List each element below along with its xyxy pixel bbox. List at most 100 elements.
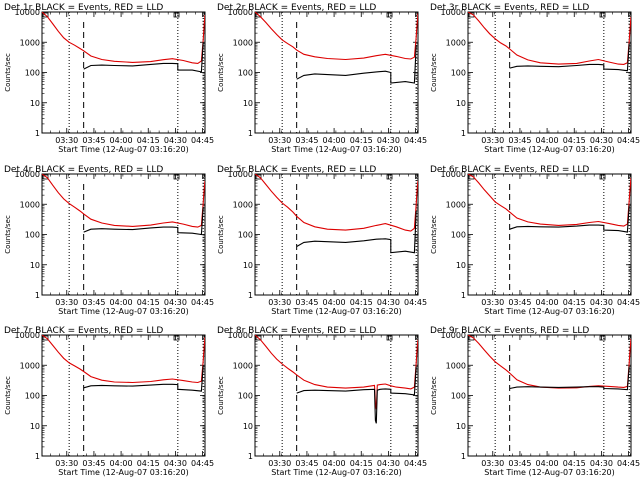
x-tick-label: 04:00 bbox=[323, 136, 346, 145]
y-tick-label: 1 bbox=[248, 291, 253, 300]
y-tick-label: 100 bbox=[238, 392, 253, 401]
y-tick-label: 100 bbox=[451, 69, 466, 78]
x-tick-label: 03:45 bbox=[82, 136, 105, 145]
marker-box-right bbox=[599, 12, 606, 18]
x-tick-label: 03:30 bbox=[55, 298, 78, 307]
y-tick-label: 10 bbox=[30, 422, 40, 431]
y-tick-label: 10 bbox=[30, 99, 40, 108]
x-tick-label: 04:00 bbox=[536, 136, 559, 145]
x-tick-label: 03:45 bbox=[508, 459, 531, 468]
panel-title: Det 9r BLACK = Events, RED = LLD bbox=[430, 326, 589, 336]
y-tick-label: 100 bbox=[238, 231, 253, 240]
events-series-line bbox=[296, 366, 417, 424]
x-tick-label: 04:45 bbox=[617, 459, 640, 468]
x-axis-title: Start Time (12-Aug-07 03:16:20) bbox=[271, 468, 402, 477]
x-axis-title: Start Time (12-Aug-07 03:16:20) bbox=[58, 307, 189, 316]
x-tick-label: 04:15 bbox=[137, 298, 160, 307]
y-axis-title: Counts/sec bbox=[4, 376, 12, 415]
x-tick-label: 04:15 bbox=[563, 298, 586, 307]
y-tick-label: 10000 bbox=[15, 8, 40, 17]
y-axis-title: Counts/sec bbox=[430, 53, 438, 92]
plot-frame bbox=[467, 334, 632, 457]
lld-series-line bbox=[255, 335, 418, 410]
events-series-line bbox=[83, 365, 204, 392]
plot-frame bbox=[41, 11, 206, 134]
panel-title: Det 5r BLACK = Events, RED = LLD bbox=[217, 165, 376, 175]
x-tick-label: 03:30 bbox=[481, 459, 504, 468]
x-tick-label: 04:00 bbox=[536, 298, 559, 307]
x-axis-title: Start Time (12-Aug-07 03:16:20) bbox=[58, 145, 189, 154]
x-tick-label: 04:45 bbox=[191, 459, 214, 468]
x-tick-label: 04:00 bbox=[110, 459, 133, 468]
x-tick-label: 04:00 bbox=[323, 459, 346, 468]
x-tick-label: 04:30 bbox=[590, 136, 613, 145]
x-axis-title: Start Time (12-Aug-07 03:16:20) bbox=[271, 307, 402, 316]
y-tick-label: 1000 bbox=[233, 200, 253, 209]
events-series-line bbox=[509, 43, 630, 72]
x-tick-label: 04:15 bbox=[563, 459, 586, 468]
x-tick-label: 03:45 bbox=[508, 298, 531, 307]
x-axis-title: Start Time (12-Aug-07 03:16:20) bbox=[58, 468, 189, 477]
x-axis-title: Start Time (12-Aug-07 03:16:20) bbox=[484, 145, 615, 154]
panel-title: Det 3r BLACK = Events, RED = LLD bbox=[430, 3, 589, 13]
x-tick-label: 04:00 bbox=[536, 459, 559, 468]
x-tick-label: 04:15 bbox=[137, 136, 160, 145]
x-tick-label: 03:30 bbox=[268, 136, 291, 145]
lld-series-line bbox=[42, 335, 205, 384]
y-tick-label: 1000 bbox=[446, 38, 466, 47]
y-tick-label: 10000 bbox=[228, 170, 253, 179]
x-tick-label: 04:15 bbox=[350, 459, 373, 468]
panel-title: Det 4r BLACK = Events, RED = LLD bbox=[4, 165, 163, 175]
marker-box-right bbox=[173, 335, 180, 341]
y-axis-title: Counts/sec bbox=[430, 376, 438, 415]
plot-frame bbox=[467, 173, 632, 296]
y-tick-label: 100 bbox=[25, 392, 40, 401]
x-tick-label: 04:30 bbox=[164, 298, 187, 307]
marker-box-right bbox=[173, 174, 180, 180]
y-tick-label: 10 bbox=[243, 422, 253, 431]
lld-series-line bbox=[42, 12, 205, 64]
plot-frame bbox=[41, 173, 206, 296]
x-tick-label: 04:00 bbox=[110, 136, 133, 145]
y-tick-label: 100 bbox=[238, 69, 253, 78]
y-tick-label: 1 bbox=[35, 452, 40, 461]
panel-title: Det 8r BLACK = Events, RED = LLD bbox=[217, 326, 376, 336]
y-tick-label: 10000 bbox=[441, 170, 466, 179]
x-tick-label: 04:45 bbox=[191, 298, 214, 307]
events-series-line bbox=[83, 207, 204, 236]
x-tick-label: 03:30 bbox=[268, 298, 291, 307]
plot-frame bbox=[254, 11, 419, 134]
panel-title: Det 6r BLACK = Events, RED = LLD bbox=[430, 165, 589, 175]
panel-title: Det 2r BLACK = Events, RED = LLD bbox=[217, 3, 376, 13]
x-tick-label: 03:30 bbox=[481, 136, 504, 145]
marker-box-right bbox=[386, 335, 393, 341]
x-tick-label: 04:45 bbox=[191, 136, 214, 145]
y-tick-label: 10000 bbox=[441, 331, 466, 340]
marker-box-right bbox=[599, 174, 606, 180]
events-series-line bbox=[296, 45, 417, 84]
x-tick-label: 03:45 bbox=[508, 136, 531, 145]
x-tick-label: 04:45 bbox=[404, 136, 427, 145]
y-axis-title: Counts/sec bbox=[4, 215, 12, 254]
events-series-line bbox=[509, 366, 630, 391]
events-series-line bbox=[296, 210, 417, 254]
y-tick-label: 100 bbox=[451, 231, 466, 240]
y-tick-label: 10 bbox=[243, 99, 253, 108]
lld-series-line bbox=[255, 174, 418, 232]
x-tick-label: 04:30 bbox=[590, 298, 613, 307]
y-axis-title: Counts/sec bbox=[4, 53, 12, 92]
panel-det-5r: Det 5r BLACK = Events, RED = LLD 1 10 100 10… bbox=[217, 165, 427, 316]
panel-title: Det 1r BLACK = Events, RED = LLD bbox=[4, 3, 163, 13]
y-tick-label: 10 bbox=[243, 261, 253, 270]
y-tick-label: 1000 bbox=[233, 38, 253, 47]
x-tick-label: 04:30 bbox=[377, 298, 400, 307]
x-tick-label: 04:30 bbox=[164, 459, 187, 468]
x-tick-label: 04:30 bbox=[164, 136, 187, 145]
y-tick-label: 1000 bbox=[446, 200, 466, 209]
panel-det-2r: Det 2r BLACK = Events, RED = LLD 1 10 100 10… bbox=[217, 3, 427, 154]
plot-frame bbox=[467, 11, 632, 134]
y-tick-label: 10000 bbox=[228, 331, 253, 340]
y-tick-label: 1 bbox=[35, 129, 40, 138]
x-tick-label: 04:30 bbox=[377, 136, 400, 145]
